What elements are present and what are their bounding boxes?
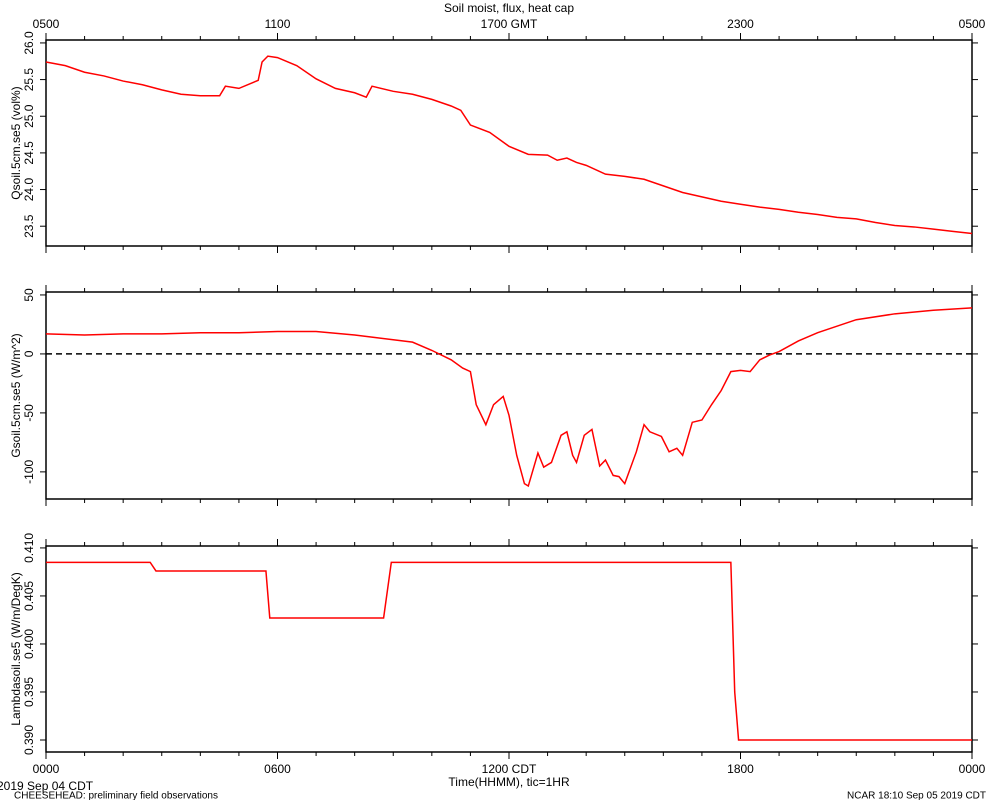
data-line: [45, 55, 973, 235]
top-x-tick-label: 0500: [959, 17, 986, 31]
footer-note: CHEESEHEAD: preliminary field observatio…: [14, 791, 218, 800]
x-axis-label: Time(HHMM), tic=1HR: [448, 775, 570, 789]
footer-stamp: NCAR 18:10 Sep 05 2019 CDT: [847, 791, 986, 800]
y-tick-label: 0.405: [22, 581, 36, 611]
data-line: [46, 561, 972, 741]
top-x-tick-label: 1700 GMT: [481, 17, 538, 31]
top-x-tick-label: 2300: [727, 17, 754, 31]
plot-frame: [45, 545, 973, 753]
chart-title: Soil moist, flux, heat cap: [444, 1, 574, 15]
y-tick-label: 0.395: [22, 677, 36, 707]
plot-frame: [45, 291, 973, 500]
top-x-tick-label: 0500: [33, 17, 60, 31]
y-tick-label: 0.390: [22, 725, 36, 755]
y-tick-label: -50: [22, 404, 36, 422]
y-tick-label: 0.410: [22, 533, 36, 563]
y-tick-label: 0: [22, 350, 36, 357]
footer-date: 2019 Sep 04 CDT: [0, 779, 94, 793]
y-tick-label: 50: [22, 288, 36, 302]
y-tick-label: 0.400: [22, 629, 36, 659]
x-tick-label: 0000: [959, 762, 986, 776]
x-tick-label: 0600: [264, 762, 291, 776]
y-axis-label: Qsoil.5cm.se5 (vol%): [9, 86, 23, 199]
y-tick-label: 25.0: [22, 104, 36, 128]
x-tick-label: 1200 CDT: [482, 762, 537, 776]
x-tick-label: 0000: [33, 762, 60, 776]
y-tick-label: 24.5: [22, 141, 36, 165]
y-tick-label: 25.5: [22, 68, 36, 92]
plot-frame: [45, 39, 973, 247]
y-tick-label: 24.0: [22, 178, 36, 202]
x-tick-label: 1800: [727, 762, 754, 776]
y-axis-label: Lambdasoil.se5 (W/m/DegK): [9, 572, 23, 725]
y-tick-label: -100: [22, 460, 36, 484]
top-x-tick-label: 1100: [265, 17, 291, 31]
data-line: [45, 307, 973, 488]
y-tick-label: 26.0: [22, 31, 36, 55]
y-tick-label: 23.5: [22, 214, 36, 238]
y-axis-label: Gsoil.5cm.se5 (W/m^2): [9, 333, 23, 457]
